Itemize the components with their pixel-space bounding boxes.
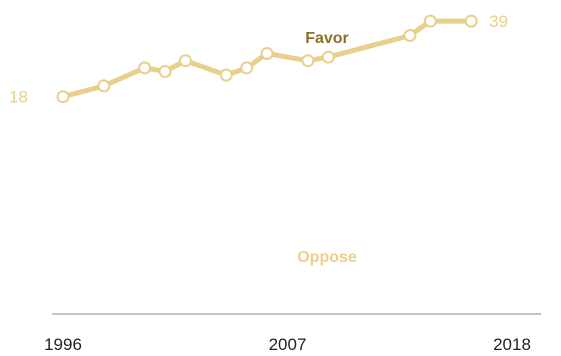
oppose-point-1998 [97, 79, 111, 93]
favor-series-label: Favor [305, 30, 349, 47]
oppose-point-2000 [138, 61, 152, 75]
oppose-point-2009 [321, 50, 335, 64]
x-tick-label-2007: 2007 [269, 335, 307, 354]
oppose-point-2008 [301, 54, 315, 68]
oppose-start-label: 18 [9, 88, 28, 107]
oppose-point-2013 [403, 29, 417, 42]
oppose-point-2016 [464, 14, 478, 28]
oppose-point-2001 [158, 65, 172, 78]
oppose-point-2005 [240, 61, 254, 75]
oppose-end-label: 39 [489, 12, 508, 31]
oppose-point-2014 [423, 14, 437, 28]
oppose-series-label: Oppose [297, 249, 357, 266]
x-tick-label-2018: 2018 [493, 335, 531, 354]
x-tick-label-1996: 1996 [44, 335, 82, 354]
oppose-point-2004 [219, 68, 233, 82]
oppose-point-1996 [56, 90, 70, 104]
oppose-point-2006 [260, 47, 274, 60]
oppose-point-2002 [178, 54, 192, 68]
